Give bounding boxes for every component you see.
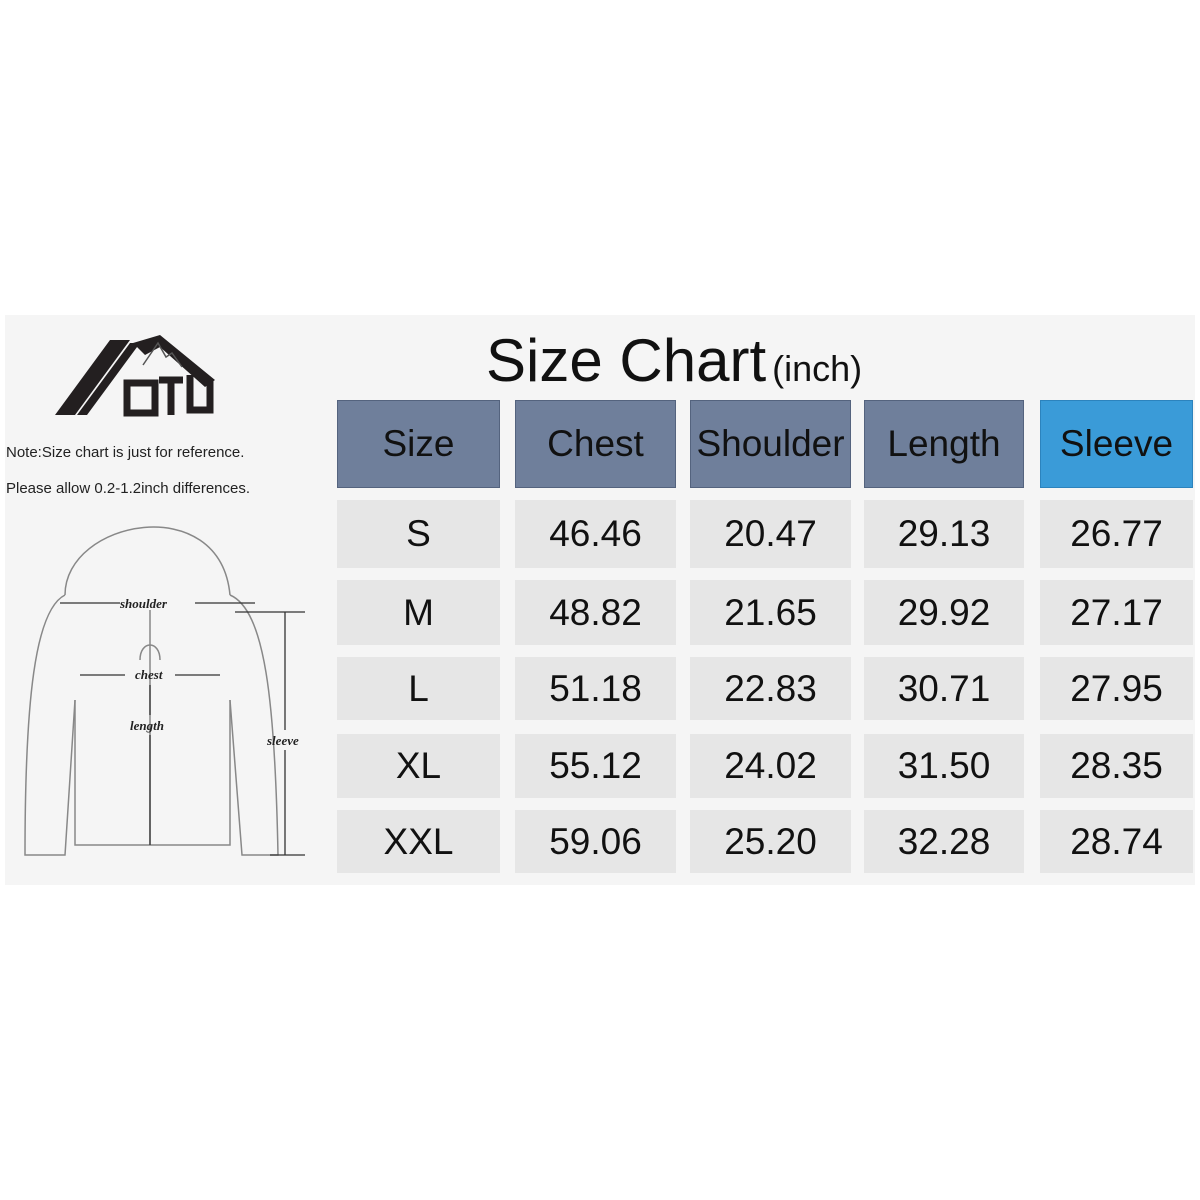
- table-cell: 24.02: [690, 734, 851, 798]
- table-cell: 59.06: [515, 810, 676, 873]
- table-cell: S: [337, 500, 500, 568]
- header-shoulder: Shoulder: [690, 400, 851, 488]
- table-cell: 27.95: [1040, 657, 1193, 720]
- table-cell: 31.50: [864, 734, 1024, 798]
- table-cell: 48.82: [515, 580, 676, 645]
- page-title: Size Chart (inch): [486, 326, 862, 395]
- table-cell: 21.65: [690, 580, 851, 645]
- jacket-measurement-diagram: shoulder chest length sleeve: [24, 526, 305, 856]
- table-cell: 55.12: [515, 734, 676, 798]
- length-label: length: [130, 718, 164, 733]
- title-unit: (inch): [772, 348, 863, 389]
- header-chest: Chest: [515, 400, 676, 488]
- table-cell: 30.71: [864, 657, 1024, 720]
- table-cell: XL: [337, 734, 500, 798]
- table-cell: 32.28: [864, 810, 1024, 873]
- table-cell: XXL: [337, 810, 500, 873]
- header-length: Length: [864, 400, 1024, 488]
- note-tolerance: Please allow 0.2-1.2inch differences.: [6, 480, 251, 497]
- header-sleeve: Sleeve: [1040, 400, 1193, 488]
- table-cell: 22.83: [690, 657, 851, 720]
- header-size: Size: [337, 400, 500, 488]
- title-main: Size Chart: [486, 327, 767, 394]
- table-cell: 51.18: [515, 657, 676, 720]
- table-cell: 28.74: [1040, 810, 1193, 873]
- table-cell: M: [337, 580, 500, 645]
- brand-logo: [55, 335, 215, 417]
- table-cell: 26.77: [1040, 500, 1193, 568]
- table-cell: 20.47: [690, 500, 851, 568]
- table-cell: 29.13: [864, 500, 1024, 568]
- table-cell: 27.17: [1040, 580, 1193, 645]
- shoulder-label: shoulder: [119, 596, 168, 611]
- chest-label: chest: [135, 667, 163, 682]
- note-reference: Note:Size chart is just for reference.: [6, 444, 245, 461]
- table-cell: 28.35: [1040, 734, 1193, 798]
- table-cell: 29.92: [864, 580, 1024, 645]
- table-cell: 46.46: [515, 500, 676, 568]
- sleeve-label: sleeve: [266, 733, 299, 748]
- table-cell: L: [337, 657, 500, 720]
- table-cell: 25.20: [690, 810, 851, 873]
